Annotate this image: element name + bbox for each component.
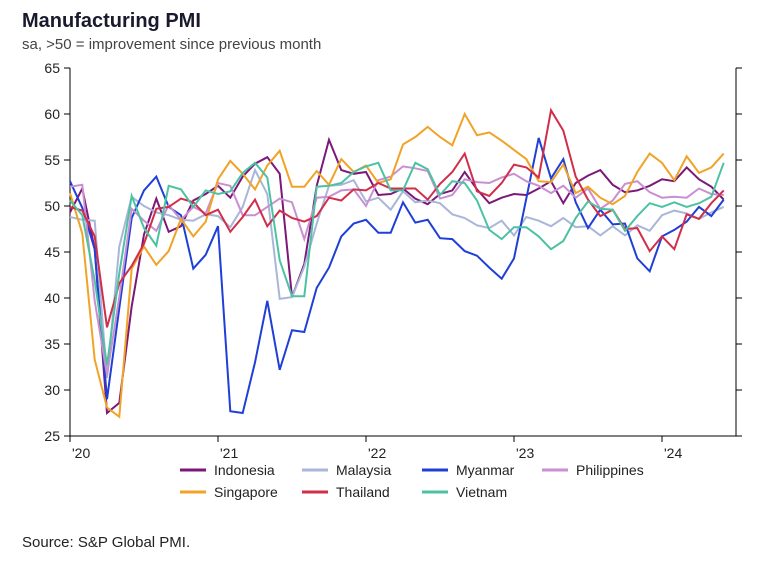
legend-label: Singapore [214,484,278,500]
series-philippines [70,166,724,375]
chart-source: Source: S&P Global PMI. [22,534,190,551]
x-tick-label: '22 [368,445,386,461]
series-myanmar [70,138,724,413]
legend-label: Myanmar [456,462,515,478]
y-tick-label: 35 [44,336,60,352]
legend-label: Indonesia [214,462,275,478]
y-tick-label: 50 [44,198,60,214]
y-tick-label: 30 [44,382,60,398]
legend-label: Thailand [336,484,390,500]
series-malaysia [70,170,724,378]
chart-svg: 25 30 35 40 45 50 55 60 65 '20 '21 '22 '23 '24 Indones… [0,0,765,565]
y-tick-label: 55 [44,152,60,168]
chart-container: Manufacturing PMI sa, >50 = improvement … [0,0,765,565]
x-tick-label: '20 [72,445,90,461]
series-singapore [70,114,724,417]
y-tick-label: 65 [44,60,60,76]
y-tick-label: 45 [44,244,60,260]
y-tick-label: 40 [44,290,60,306]
y-tick-label: 25 [44,428,60,444]
x-tick-label: '21 [220,445,238,461]
y-tick-label: 60 [44,106,60,122]
x-tick-label: '24 [664,445,682,461]
legend-label: Vietnam [456,484,507,500]
series-indonesia [70,140,724,413]
x-tick-label: '23 [516,445,534,461]
legend-label: Philippines [576,462,644,478]
legend-label: Malaysia [336,462,391,478]
